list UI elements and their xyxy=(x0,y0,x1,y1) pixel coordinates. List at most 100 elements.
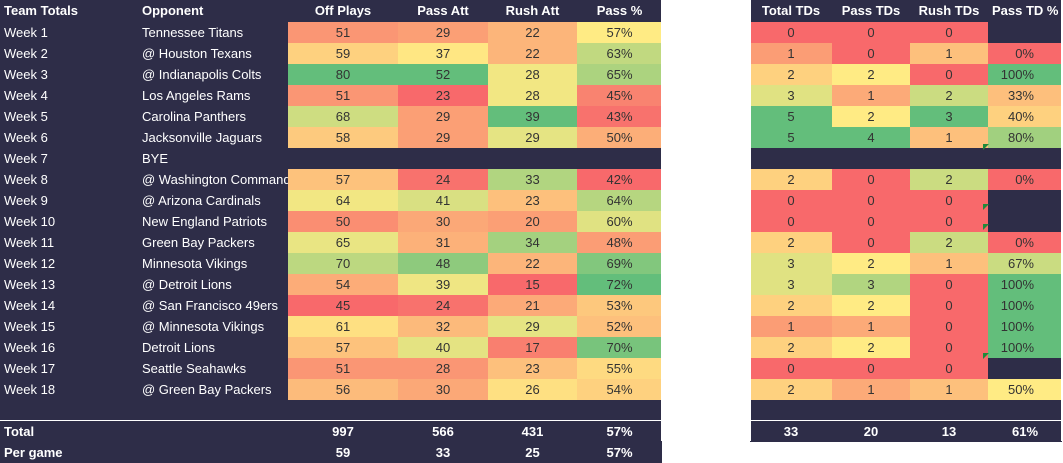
pass-tds-cell[interactable]: 2 xyxy=(832,337,910,358)
pass-tds-cell[interactable]: 2 xyxy=(832,253,910,274)
pass-pct-cell[interactable]: 64% xyxy=(577,190,662,211)
pass-att-cell[interactable]: 29 xyxy=(398,22,488,43)
per-game-rush-att[interactable]: 25 xyxy=(525,445,540,460)
pass-att-cell[interactable]: 24 xyxy=(398,169,488,190)
rush-att-cell[interactable]: 29 xyxy=(488,316,577,337)
rush-att-cell[interactable]: 23 xyxy=(488,190,577,211)
opponent-cell[interactable]: Jacksonville Jaguars xyxy=(142,130,262,145)
rush-att-cell[interactable]: 29 xyxy=(488,127,577,148)
opponent-cell[interactable]: New England Patriots xyxy=(142,214,268,229)
pass-pct-cell[interactable]: 45% xyxy=(577,85,662,106)
pass-tds-cell[interactable]: 0 xyxy=(832,232,910,253)
rush-att-cell[interactable]: 15 xyxy=(488,274,577,295)
rush-tds-cell[interactable]: 2 xyxy=(910,232,988,253)
rush-att-cell[interactable]: 17 xyxy=(488,337,577,358)
pass-td-pct-cell[interactable] xyxy=(988,190,1062,211)
pass-pct-cell[interactable]: 50% xyxy=(577,127,662,148)
comment-indicator-icon[interactable] xyxy=(983,204,989,210)
pass-td-pct-cell[interactable] xyxy=(988,148,1062,169)
pass-td-pct-cell[interactable]: 33% xyxy=(988,85,1062,106)
off-plays-cell[interactable]: 45 xyxy=(288,295,398,316)
pass-att-cell[interactable] xyxy=(398,148,488,169)
rush-tds-cell[interactable]: 0 xyxy=(910,316,988,337)
pass-td-pct-cell[interactable] xyxy=(988,22,1062,43)
pass-td-pct-cell[interactable]: 50% xyxy=(988,379,1062,400)
rush-att-cell[interactable]: 21 xyxy=(488,295,577,316)
opponent-cell[interactable]: Seattle Seahawks xyxy=(142,361,247,376)
week-cell[interactable]: Week 10 xyxy=(4,214,56,229)
total-off-plays[interactable]: 997 xyxy=(288,420,398,442)
rush-tds-cell[interactable]: 0 xyxy=(910,22,988,43)
pass-att-cell[interactable]: 30 xyxy=(398,211,488,232)
off-plays-cell[interactable]: 70 xyxy=(288,253,398,274)
opponent-cell[interactable]: @ Houston Texans xyxy=(142,46,252,61)
pass-pct-cell[interactable] xyxy=(577,148,662,169)
pass-tds-cell[interactable]: 2 xyxy=(832,64,910,85)
total-tds-cell[interactable]: 2 xyxy=(750,64,832,85)
pass-pct-cell[interactable]: 63% xyxy=(577,43,662,64)
header-pass-att[interactable]: Pass Att xyxy=(417,3,469,18)
total-tds-cell[interactable]: 0 xyxy=(750,358,832,379)
week-cell[interactable]: Week 17 xyxy=(4,361,56,376)
pass-td-pct-cell[interactable]: 0% xyxy=(988,232,1062,253)
empty-cell[interactable] xyxy=(138,442,288,463)
rush-att-cell[interactable]: 34 xyxy=(488,232,577,253)
empty-cell[interactable] xyxy=(910,400,988,421)
rush-att-cell[interactable]: 22 xyxy=(488,43,577,64)
off-plays-cell[interactable]: 58 xyxy=(288,127,398,148)
total-tds-cell[interactable]: 2 xyxy=(750,169,832,190)
opponent-cell[interactable]: @ Indianapolis Colts xyxy=(142,67,262,82)
pass-tds-cell[interactable]: 2 xyxy=(832,106,910,127)
off-plays-cell[interactable]: 57 xyxy=(288,169,398,190)
rush-tds-cell[interactable]: 2 xyxy=(910,85,988,106)
pass-att-cell[interactable]: 39 xyxy=(398,274,488,295)
pass-td-pct-cell[interactable]: 40% xyxy=(988,106,1062,127)
rush-tds-cell[interactable]: 0 xyxy=(910,190,988,211)
pass-tds-cell[interactable]: 1 xyxy=(832,85,910,106)
total-tds-cell[interactable]: 2 xyxy=(750,295,832,316)
empty-cell[interactable] xyxy=(0,400,138,421)
header-opponent[interactable]: Opponent xyxy=(142,3,204,18)
pass-att-cell[interactable]: 37 xyxy=(398,43,488,64)
comment-indicator-icon[interactable] xyxy=(983,353,989,359)
pass-pct-cell[interactable]: 72% xyxy=(577,274,662,295)
total-tds-cell[interactable]: 0 xyxy=(750,22,832,43)
rush-tds-cell[interactable]: 0 xyxy=(910,337,988,358)
pass-tds-cell[interactable]: 3 xyxy=(832,274,910,295)
rush-tds-cell[interactable]: 2 xyxy=(910,169,988,190)
off-plays-cell[interactable]: 51 xyxy=(288,22,398,43)
total-tds-cell[interactable]: 5 xyxy=(750,127,832,148)
pass-att-cell[interactable]: 28 xyxy=(398,358,488,379)
header-pass-tds[interactable]: Pass TDs xyxy=(841,3,901,18)
total-tds-cell[interactable]: 3 xyxy=(750,274,832,295)
total-pass-tds[interactable]: 20 xyxy=(832,420,910,442)
total-rush-tds[interactable]: 13 xyxy=(910,420,988,442)
rush-tds-cell[interactable]: 0 xyxy=(910,358,988,379)
total-pass-td-pct[interactable]: 61% xyxy=(988,420,1062,442)
empty-cell[interactable] xyxy=(988,400,1062,421)
rush-tds-cell[interactable]: 0 xyxy=(910,274,988,295)
pass-tds-cell[interactable]: 1 xyxy=(832,379,910,400)
pass-att-cell[interactable]: 23 xyxy=(398,85,488,106)
rush-att-cell[interactable]: 20 xyxy=(488,211,577,232)
pass-pct-cell[interactable]: 52% xyxy=(577,316,662,337)
header-pass-td-pct[interactable]: Pass TD % xyxy=(992,3,1059,18)
pass-tds-cell[interactable] xyxy=(832,148,910,169)
header-rush-tds[interactable]: Rush TDs xyxy=(918,3,980,18)
opponent-cell[interactable]: @ San Francisco 49ers xyxy=(142,298,279,313)
off-plays-cell[interactable]: 50 xyxy=(288,211,398,232)
pass-att-cell[interactable]: 24 xyxy=(398,295,488,316)
header-pass-pct[interactable]: Pass % xyxy=(596,3,643,18)
rush-att-cell[interactable]: 33 xyxy=(488,169,577,190)
per-game-off-plays[interactable]: 59 xyxy=(335,445,351,460)
opponent-cell[interactable]: @ Detroit Lions xyxy=(142,277,232,292)
total-tds-cell[interactable]: 2 xyxy=(750,232,832,253)
week-cell[interactable]: Week 4 xyxy=(4,88,48,103)
pass-td-pct-cell[interactable] xyxy=(988,211,1062,232)
pass-att-cell[interactable]: 31 xyxy=(398,232,488,253)
total-pass-att[interactable]: 566 xyxy=(398,420,488,442)
off-plays-cell[interactable]: 64 xyxy=(288,190,398,211)
opponent-cell[interactable]: Detroit Lions xyxy=(142,340,215,355)
total-rush-att[interactable]: 431 xyxy=(488,420,577,442)
pass-td-pct-cell[interactable]: 100% xyxy=(988,274,1062,295)
